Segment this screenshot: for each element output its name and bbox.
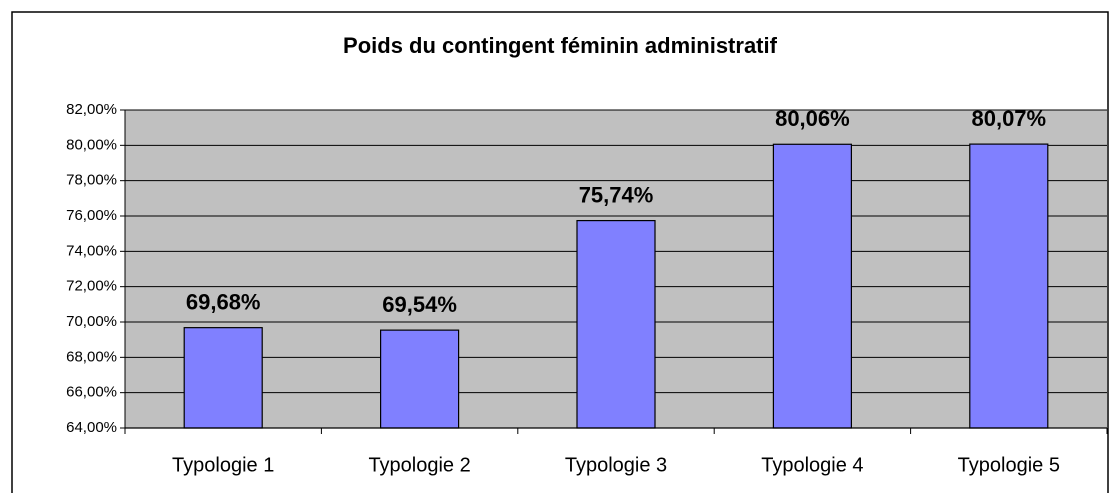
bar [380, 329, 460, 429]
y-tick-label: 74,00% [66, 242, 117, 259]
y-tick-label: 72,00% [66, 278, 117, 295]
y-tick-label: 64,00% [66, 419, 117, 436]
bar [969, 143, 1049, 429]
y-tick-label: 82,00% [66, 101, 117, 118]
x-tick-label: Typologie 2 [368, 454, 470, 476]
x-tick-label: Typologie 5 [958, 454, 1060, 476]
x-tick-label: Typologie 1 [172, 454, 274, 476]
y-tick-label: 66,00% [66, 384, 117, 401]
y-tick-label: 76,00% [66, 207, 117, 224]
data-label: 80,06% [775, 106, 850, 131]
data-label: 69,68% [186, 289, 261, 314]
chart-title: Poids du contingent féminin administrati… [343, 33, 778, 58]
y-tick-label: 68,00% [66, 348, 117, 365]
y-tick-label: 80,00% [66, 136, 117, 153]
y-tick-label: 70,00% [66, 313, 117, 330]
data-label: 69,54% [382, 292, 457, 317]
bar [183, 327, 263, 429]
data-label: 80,07% [971, 106, 1046, 131]
data-label: 75,74% [579, 182, 654, 207]
bar [772, 143, 853, 429]
x-tick-label: Typologie 4 [761, 454, 863, 476]
y-tick-label: 78,00% [66, 172, 117, 189]
x-tick-label: Typologie 3 [565, 454, 667, 476]
bar [576, 219, 656, 429]
